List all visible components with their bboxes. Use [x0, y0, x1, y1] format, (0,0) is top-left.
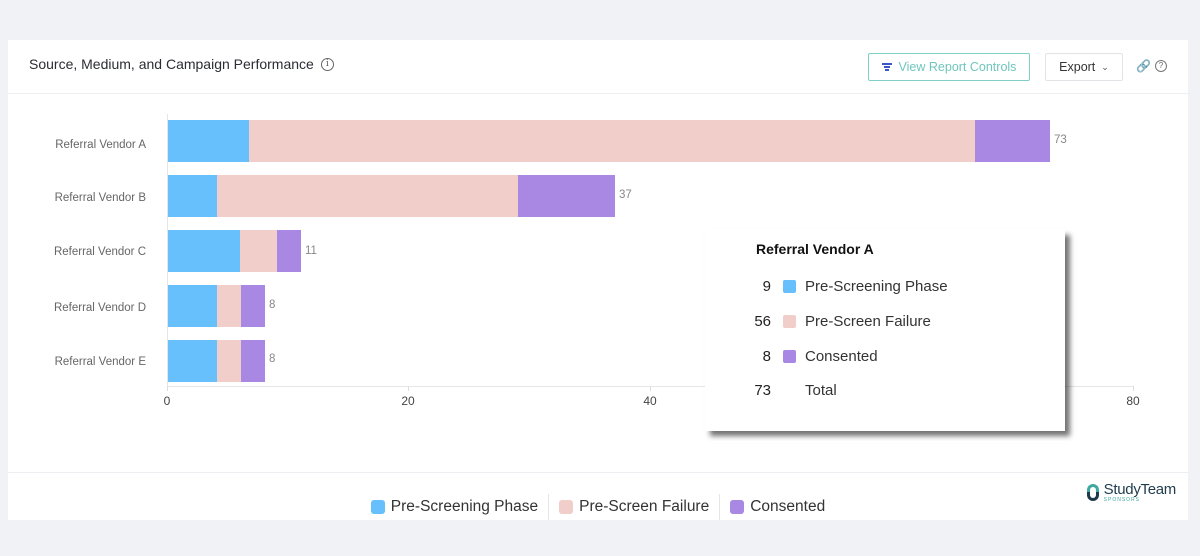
tooltip-label: Pre-Screening Phase — [805, 277, 948, 295]
swatch-pre-screen-failure — [783, 314, 796, 328]
tooltip-label: Pre-Screen Failure — [805, 312, 931, 330]
bar-total-a: 73 — [1054, 134, 1067, 146]
tooltip-row: 9 Pre-Screening Phase — [705, 276, 948, 296]
logo-mark-icon — [1086, 483, 1100, 502]
segment-pre-screen-failure[interactable] — [217, 340, 241, 382]
legend-divider — [548, 494, 550, 520]
swatch-pre-screening — [783, 279, 796, 293]
segment-pre-screening[interactable] — [168, 285, 217, 327]
segment-pre-screening[interactable] — [168, 120, 249, 162]
card-footer: StudyTeam SPONSORS — [8, 472, 1188, 520]
segment-consented[interactable] — [518, 175, 615, 217]
bar-total-b: 37 — [619, 189, 632, 201]
chart-legend: Pre-Screening Phase Pre-Screen Failure C… — [8, 494, 1188, 520]
tooltip-value: 73 — [754, 381, 771, 399]
segment-consented[interactable] — [241, 340, 265, 382]
chart-tooltip: Referral Vendor A 9 Pre-Screening Phase … — [705, 230, 1065, 431]
report-card: Source, Medium, and Campaign Performance… — [8, 40, 1188, 520]
title-text: Source, Medium, and Campaign Performance — [29, 56, 314, 72]
y-label-vendor-b: Referral Vendor B — [54, 192, 146, 204]
help-icon[interactable]: ? — [1155, 60, 1167, 72]
x-tick — [1133, 386, 1134, 391]
tooltip-row-total: 73 Total — [705, 380, 837, 400]
tooltip-row: 56 Pre-Screen Failure — [705, 311, 931, 331]
legend-swatch — [559, 500, 574, 514]
y-label-vendor-e: Referral Vendor E — [54, 356, 146, 368]
filter-icon — [881, 62, 892, 72]
bar-total-e: 8 — [269, 353, 276, 365]
view-report-controls-label: View Report Controls — [898, 60, 1017, 74]
brand-name: StudyTeam — [1103, 481, 1177, 498]
segment-pre-screening[interactable] — [168, 230, 240, 272]
legend-item-consented[interactable]: Consented — [720, 498, 835, 516]
info-icon[interactable]: i — [320, 57, 334, 71]
stacked-bar-chart: Referral Vendor A Referral Vendor B Refe… — [8, 94, 1188, 520]
view-report-controls-button[interactable]: View Report Controls — [868, 53, 1030, 81]
legend-divider — [719, 494, 721, 520]
x-tick-label: 40 — [643, 394, 657, 408]
tooltip-value: 56 — [754, 312, 771, 330]
legend-label: Pre-Screen Failure — [579, 498, 710, 515]
x-tick-label: 80 — [1126, 394, 1140, 408]
segment-consented[interactable] — [975, 120, 1050, 162]
segment-pre-screen-failure[interactable] — [240, 230, 277, 272]
y-label-vendor-a: Referral Vendor A — [55, 139, 146, 151]
bar-total-d: 8 — [269, 299, 276, 311]
bar-total-c: 11 — [305, 245, 317, 257]
legend-label: Consented — [750, 498, 826, 515]
tooltip-value: 9 — [762, 277, 771, 295]
bar-vendor-d[interactable] — [168, 285, 265, 327]
segment-pre-screen-failure[interactable] — [217, 285, 241, 327]
y-axis — [167, 114, 168, 386]
segment-pre-screening[interactable] — [168, 175, 217, 217]
bar-vendor-a[interactable] — [168, 120, 1050, 162]
y-label-vendor-c: Referral Vendor C — [53, 246, 146, 258]
chevron-down-icon: ⌄ — [1101, 61, 1109, 72]
segment-pre-screen-failure[interactable] — [217, 175, 518, 217]
bar-vendor-b[interactable] — [168, 175, 615, 217]
segment-consented[interactable] — [277, 230, 301, 272]
x-tick — [167, 386, 168, 391]
tooltip-value: 8 — [762, 347, 771, 365]
segment-pre-screening[interactable] — [168, 340, 217, 382]
legend-swatch — [370, 500, 385, 514]
legend-label: Pre-Screening Phase — [390, 498, 539, 515]
x-tick — [650, 386, 651, 391]
legend-item-pre-screen-failure[interactable]: Pre-Screen Failure — [549, 498, 719, 516]
tooltip-label: Consented — [805, 347, 878, 365]
tooltip-title: Referral Vendor A — [756, 241, 874, 257]
legend-swatch — [730, 500, 745, 514]
brand-sub: SPONSORS — [1103, 497, 1140, 503]
bar-vendor-c[interactable] — [168, 230, 301, 272]
swatch-consented — [783, 349, 796, 363]
y-label-vendor-d: Referral Vendor D — [53, 302, 146, 314]
legend-item-pre-screening[interactable]: Pre-Screening Phase — [361, 498, 548, 516]
studyteam-logo: StudyTeam SPONSORS — [1086, 482, 1176, 503]
segment-consented[interactable] — [241, 285, 265, 327]
tooltip-row: 8 Consented — [705, 346, 878, 366]
x-tick-label: 20 — [401, 394, 415, 408]
tooltip-label: Total — [805, 381, 837, 399]
page-title: Source, Medium, and Campaign Performance… — [29, 56, 334, 72]
card-header: Source, Medium, and Campaign Performance… — [8, 40, 1188, 94]
export-button[interactable]: Export ⌄ — [1045, 53, 1123, 81]
export-label: Export — [1059, 60, 1096, 74]
link-icon[interactable]: 🔗 — [1136, 59, 1151, 73]
segment-pre-screen-failure[interactable] — [249, 120, 975, 162]
x-tick-label: 0 — [163, 394, 171, 408]
x-tick — [408, 386, 409, 391]
bar-vendor-e[interactable] — [168, 340, 265, 382]
